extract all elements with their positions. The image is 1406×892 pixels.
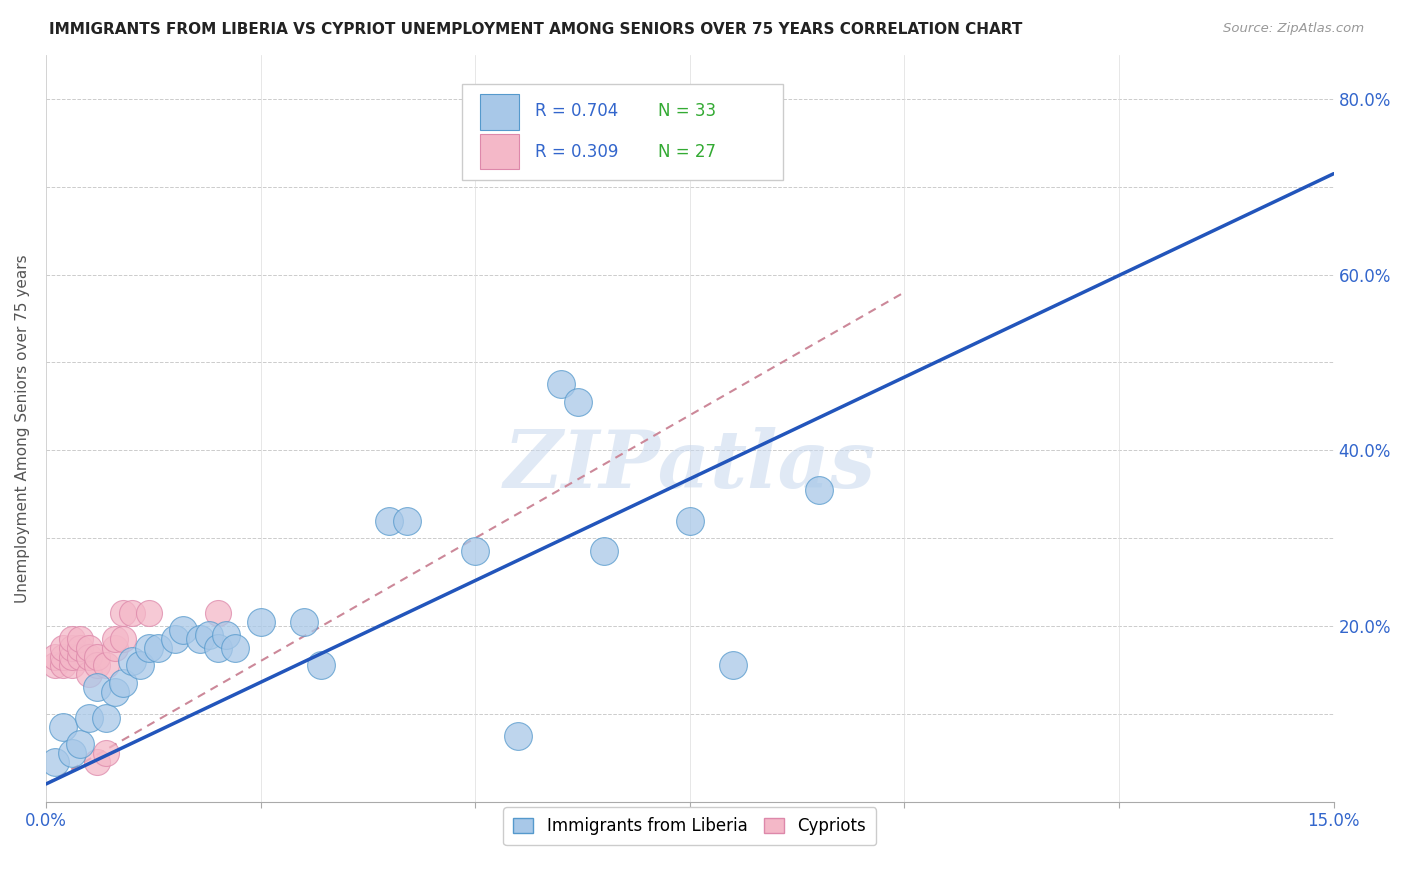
Point [44, 755, 66, 769]
Point [77, 640, 100, 655]
Y-axis label: Unemployment Among Seniors over 75 years: Unemployment Among Seniors over 75 years [15, 254, 30, 603]
Point [86, 681, 108, 695]
Bar [479, 94, 519, 129]
Point [69, 738, 91, 752]
Point [508, 729, 530, 743]
Point [60, 640, 83, 655]
Point [198, 628, 221, 642]
Point [138, 606, 160, 620]
Text: IMMIGRANTS FROM LIBERIA VS CYPRIOT UNEMPLOYMENT AMONG SENIORS OVER 75 YEARS CORR: IMMIGRANTS FROM LIBERIA VS CYPRIOT UNEMP… [49, 22, 1022, 37]
Point [121, 654, 143, 668]
Point [593, 544, 616, 558]
Point [550, 377, 572, 392]
Point [215, 628, 238, 642]
Point [52, 649, 75, 664]
Legend: Immigrants from Liberia, Cypriots: Immigrants from Liberia, Cypriots [503, 807, 876, 846]
Point [464, 544, 486, 558]
Text: N = 33: N = 33 [658, 102, 716, 120]
Point [69, 632, 91, 646]
Point [395, 514, 418, 528]
Point [44, 658, 66, 673]
Text: N = 27: N = 27 [658, 144, 716, 161]
Point [69, 649, 91, 664]
Point [112, 676, 135, 690]
Point [60, 658, 83, 673]
Point [207, 606, 229, 620]
Point [86, 755, 108, 769]
Point [807, 483, 830, 497]
Point [52, 640, 75, 655]
Point [721, 658, 744, 673]
Point [378, 514, 401, 528]
Point [679, 514, 702, 528]
Point [77, 711, 100, 725]
Point [190, 632, 212, 646]
Point [104, 685, 127, 699]
Point [138, 640, 160, 655]
Point [94, 711, 117, 725]
Point [292, 615, 315, 629]
Point [224, 640, 246, 655]
Text: R = 0.704: R = 0.704 [536, 102, 619, 120]
Point [172, 624, 194, 638]
Point [69, 640, 91, 655]
Point [129, 658, 152, 673]
Point [86, 649, 108, 664]
Point [86, 658, 108, 673]
Point [163, 632, 186, 646]
Text: R = 0.309: R = 0.309 [536, 144, 619, 161]
Point [94, 658, 117, 673]
Point [112, 632, 135, 646]
Point [112, 606, 135, 620]
Point [60, 632, 83, 646]
FancyBboxPatch shape [463, 84, 783, 180]
Point [121, 606, 143, 620]
Point [146, 640, 169, 655]
Point [52, 720, 75, 734]
Point [94, 746, 117, 760]
Point [207, 640, 229, 655]
Point [104, 640, 127, 655]
Point [77, 667, 100, 681]
Point [567, 395, 589, 409]
Point [60, 649, 83, 664]
Bar [479, 134, 519, 169]
Point [309, 658, 332, 673]
Point [52, 658, 75, 673]
Point [249, 615, 271, 629]
Point [44, 649, 66, 664]
Point [77, 649, 100, 664]
Text: Source: ZipAtlas.com: Source: ZipAtlas.com [1223, 22, 1364, 36]
Point [60, 746, 83, 760]
Point [104, 632, 127, 646]
Text: ZIPatlas: ZIPatlas [503, 427, 876, 505]
